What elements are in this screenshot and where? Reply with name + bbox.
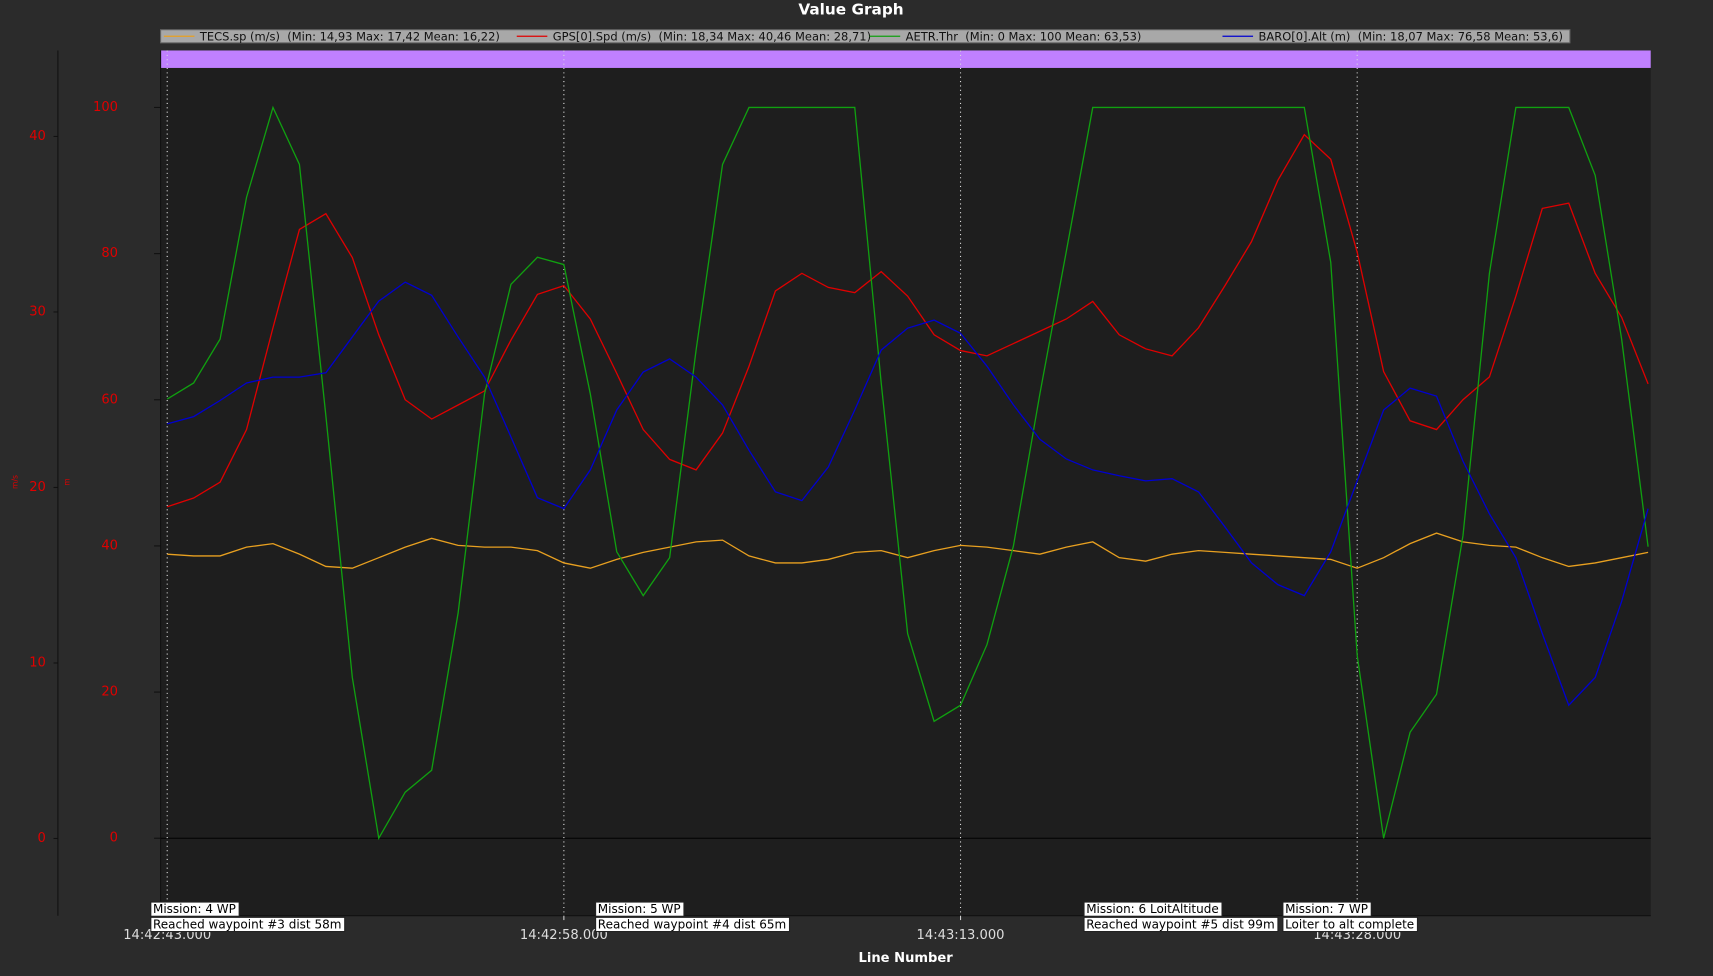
annotation-text: Mission: 7 WP <box>1285 902 1368 916</box>
y2-axis-label: m <box>63 478 72 485</box>
mode-bar <box>160 50 1651 68</box>
y-tick-label: 10 <box>29 655 46 670</box>
series-line <box>166 105 1649 841</box>
legend-label: TECS.sp (m/s) (Min: 14,93 Max: 17,42 Mea… <box>199 29 500 43</box>
y2-tick-label: 100 <box>93 100 118 115</box>
legend-box <box>160 29 1571 44</box>
annotation-box <box>150 916 346 933</box>
y-tick-label: 40 <box>29 129 46 144</box>
y2-tick-label: 0 <box>110 831 118 846</box>
y2-tick-label: 60 <box>101 392 118 407</box>
x-tick-label: 14:43:13.000 <box>917 928 1005 943</box>
annotation-box <box>150 901 240 917</box>
annotation-text: Mission: 4 WP <box>153 902 236 916</box>
legend-label: AETR.Thr (Min: 0 Max: 100 Mean: 63,53) <box>906 29 1142 43</box>
legend-label: GPS[0].Spd (m/s) (Min: 18,34 Max: 40,46 … <box>553 29 871 43</box>
y2-tick-label: 40 <box>101 538 118 553</box>
annotation-text: Loiter to alt complete <box>1285 917 1414 931</box>
y-tick-label: 0 <box>38 831 46 846</box>
legend-label: BARO[0].Alt (m) (Min: 18,07 Max: 76,58 M… <box>1259 29 1563 43</box>
y-tick-label: 30 <box>29 304 46 319</box>
y-axis-label: m/s <box>10 475 19 489</box>
annotation-text: Reached waypoint #4 dist 65m <box>598 917 786 931</box>
plot-area <box>160 50 1651 916</box>
series-line <box>166 133 1649 508</box>
annotation-text: Reached waypoint #3 dist 58m <box>153 917 341 931</box>
chart-title: Value Graph <box>798 1 903 19</box>
x-axis-label: Line Number <box>859 951 954 966</box>
annotation-box <box>595 916 791 933</box>
annotation-box <box>1282 901 1372 917</box>
series-line <box>167 532 1649 569</box>
annotation-text: Mission: 5 WP <box>598 902 681 916</box>
annotation-box <box>1083 916 1279 933</box>
annotation-text: Mission: 6 LoitAltitude <box>1086 902 1219 916</box>
y2-tick-label: 80 <box>101 246 118 261</box>
y-tick-label: 20 <box>29 480 46 495</box>
annotation-text: Reached waypoint #5 dist 99m <box>1086 917 1274 931</box>
annotation-box <box>1282 916 1419 933</box>
series-line <box>167 281 1649 707</box>
annotation-box <box>1083 901 1223 917</box>
x-tick-label: 14:42:58.000 <box>520 928 608 943</box>
y2-tick-label: 20 <box>101 685 118 700</box>
annotation-box <box>595 901 685 917</box>
